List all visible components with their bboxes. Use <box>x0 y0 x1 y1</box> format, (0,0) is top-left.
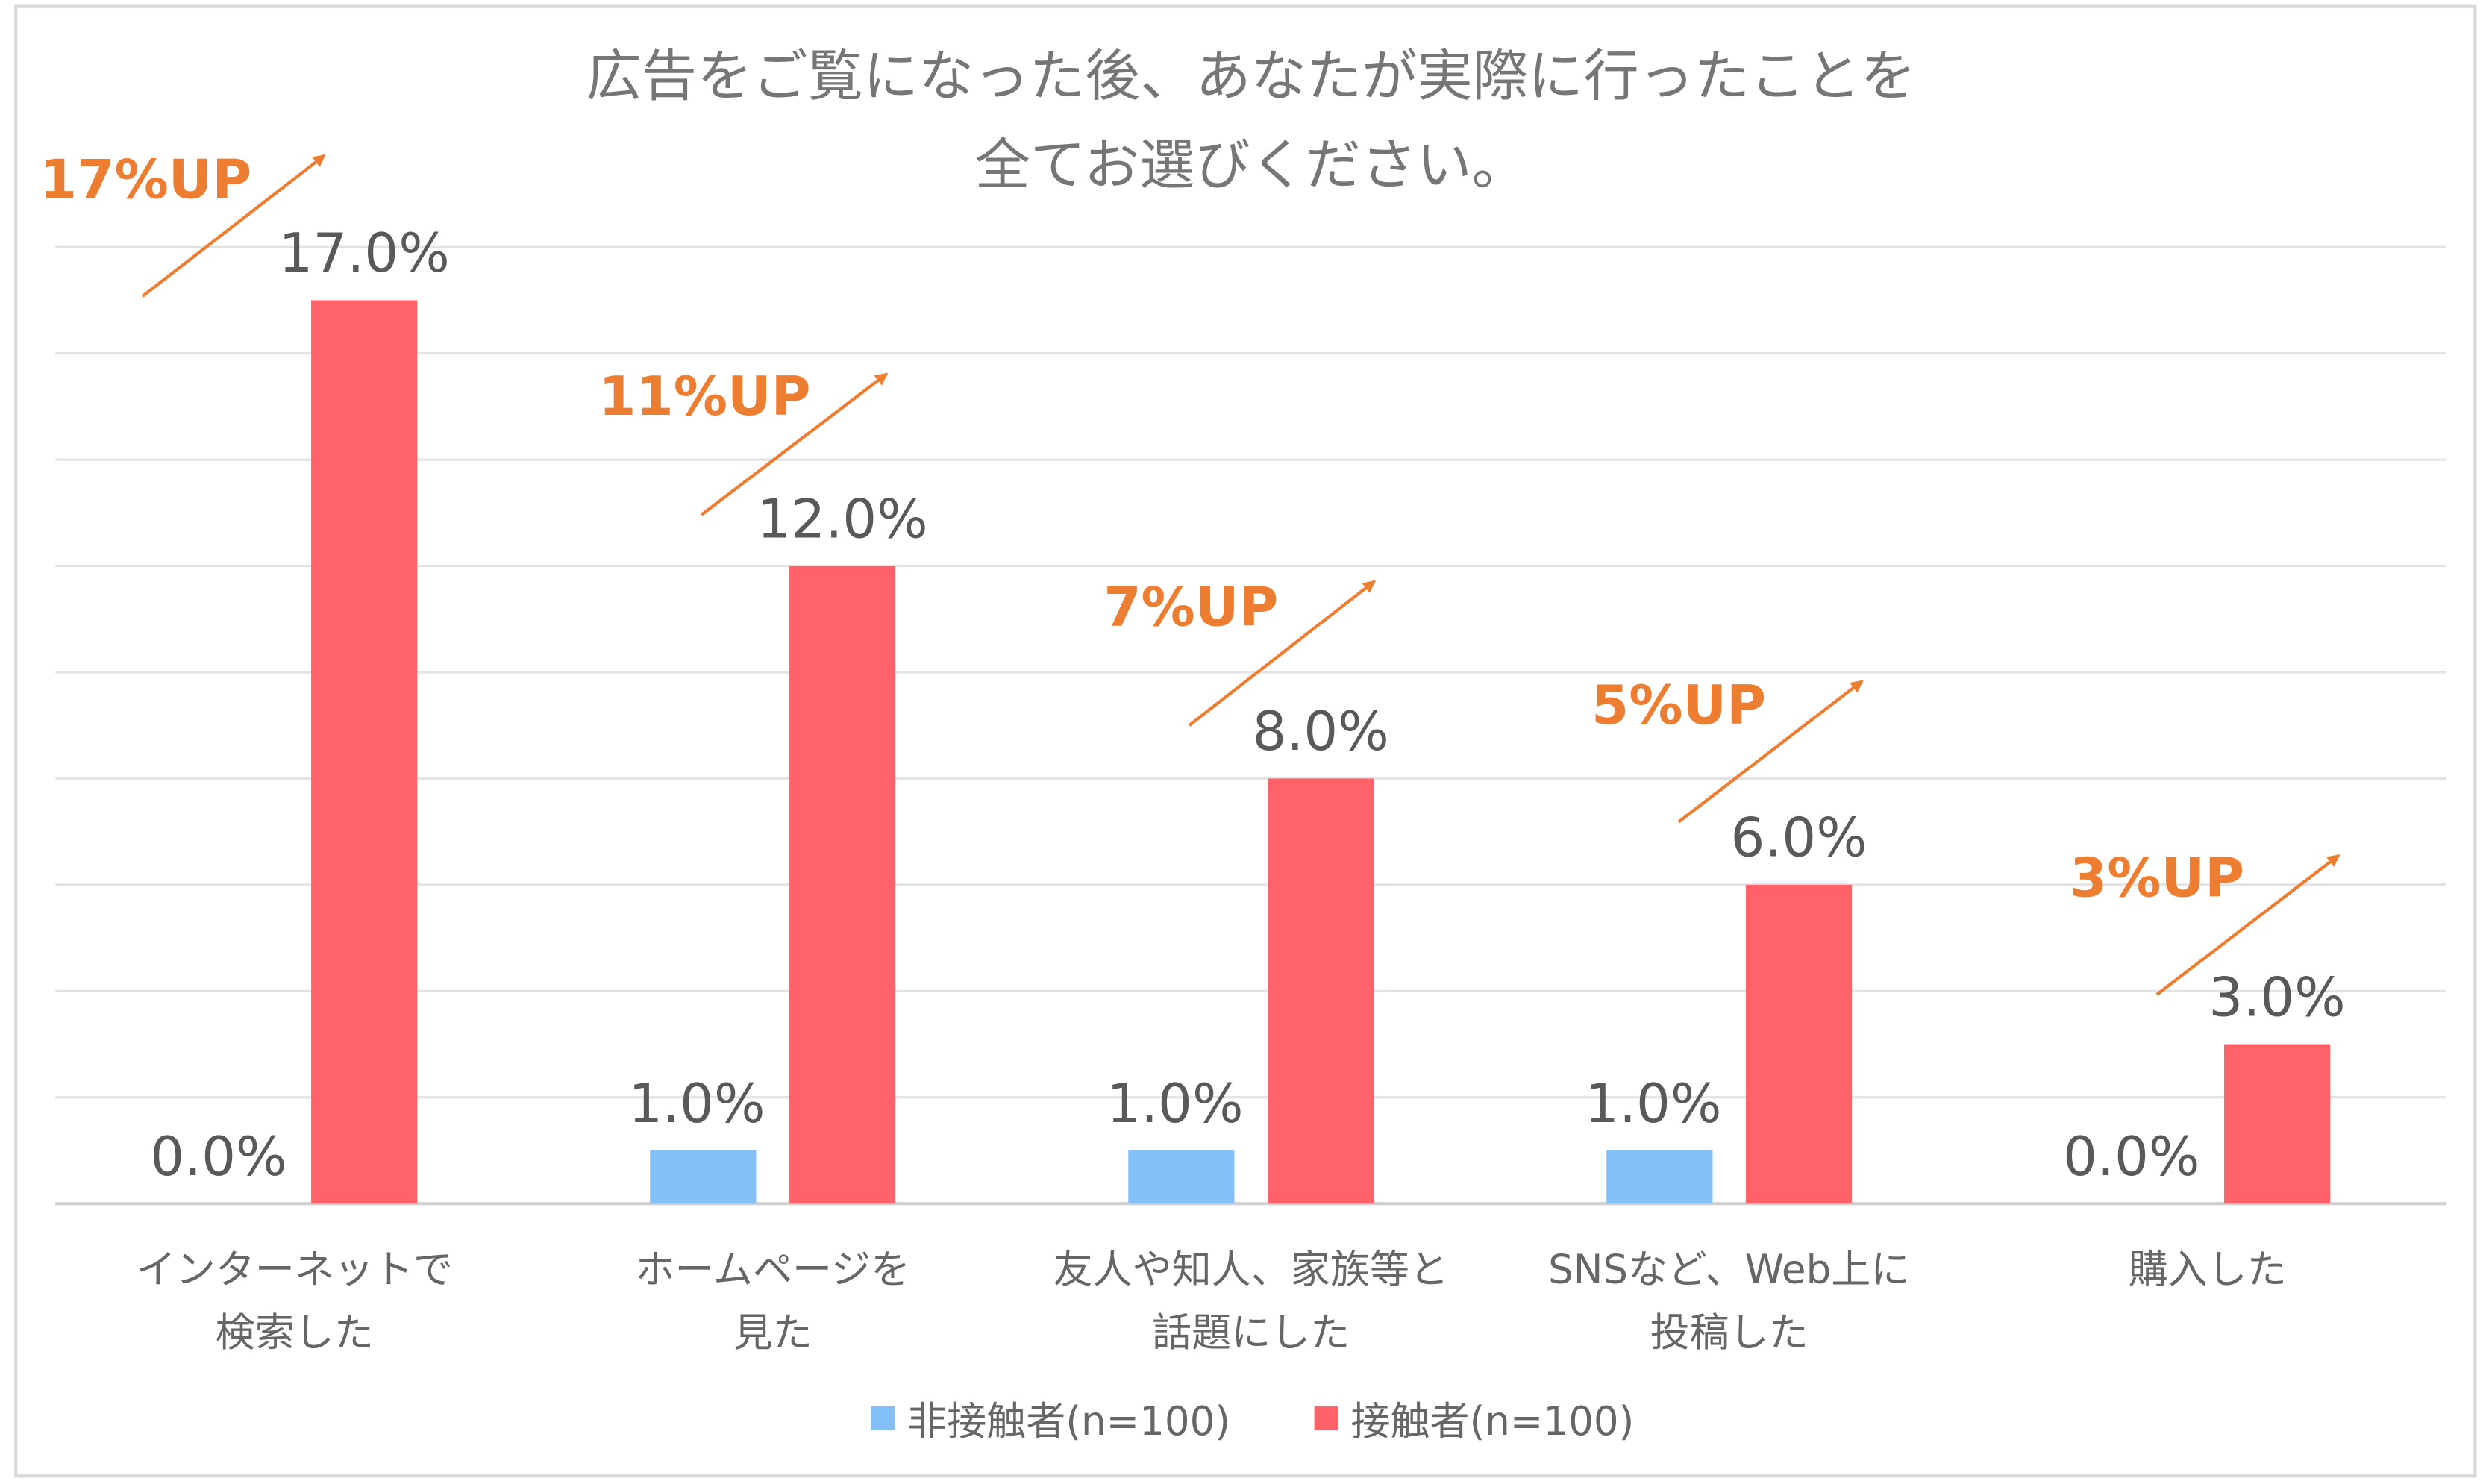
up-arrow-icon <box>141 154 326 298</box>
legend-label-contact: 接触者(n=100) <box>1350 1398 1634 1444</box>
data-label: 3.0% <box>2208 966 2345 1029</box>
increase-annotation: 7%UP <box>1103 577 1278 639</box>
legend-swatch-non-contact <box>871 1406 895 1430</box>
data-label: 1.0% <box>1106 1073 1243 1136</box>
chart-border <box>14 4 2477 1478</box>
increase-annotation: 11%UP <box>598 366 810 428</box>
bars: 0.0% 17.0% 1.0% 12.0% 1.0% 8.0% 1.0% 6.0% 0.0% 3.… <box>150 222 2346 1204</box>
data-label: 0.0% <box>150 1126 286 1189</box>
bar-contact <box>2223 1044 2331 1204</box>
annotations: 17%UP 11%UP 7%UP 5%UP 3%UP <box>40 148 2340 996</box>
data-label: 12.0% <box>757 488 928 551</box>
bar-non-contact <box>650 1150 757 1204</box>
bar-contact <box>789 566 896 1204</box>
up-arrow-icon <box>1188 580 1376 727</box>
x-tick-label: 友人や知人、家族等と <box>1053 1246 1448 1292</box>
bar-contact <box>1746 884 1853 1204</box>
x-tick-label: 検索した <box>216 1309 374 1356</box>
legend-label-non-contact: 非接触者(n=100) <box>907 1398 1230 1444</box>
bar-contact <box>311 300 418 1204</box>
bar-non-contact <box>1128 1150 1235 1204</box>
x-tick-label: インターネットで <box>137 1246 453 1292</box>
data-label: 1.0% <box>1585 1073 1721 1136</box>
data-label: 6.0% <box>1730 807 1867 870</box>
up-arrow-icon <box>2155 854 2340 996</box>
legend-swatch-contact <box>1314 1406 1338 1430</box>
x-tick-label: ホームページを <box>635 1246 910 1292</box>
bar-contact <box>1268 778 1374 1204</box>
data-label: 1.0% <box>628 1073 765 1136</box>
x-tick-label: SNSなど、Web上に <box>1548 1246 1910 1292</box>
data-label: 8.0% <box>1252 701 1388 763</box>
increase-annotation: 3%UP <box>2070 847 2244 910</box>
up-arrow-icon <box>700 372 889 516</box>
chart-title-line-2: 全てお選びください。 <box>975 132 1527 197</box>
gridlines <box>55 245 2447 1206</box>
x-tick-label: 購入した <box>2129 1246 2287 1292</box>
x-tick-label: 見た <box>733 1309 812 1356</box>
x-tick-label: 話題にした <box>1152 1309 1350 1356</box>
data-label: 17.0% <box>279 222 450 285</box>
increase-annotation: 5%UP <box>1591 674 1766 737</box>
data-label: 0.0% <box>2063 1126 2199 1189</box>
legend: 非接触者(n=100) 接触者(n=100) <box>871 1398 1634 1444</box>
x-tick-label: 投稿した <box>1650 1309 1809 1356</box>
chart-title-line-1: 広告をご覧になった後、あなたが実際に行ったことを <box>586 43 1916 108</box>
increase-annotation: 17%UP <box>40 148 251 211</box>
bar-non-contact <box>1606 1150 1713 1204</box>
up-arrow-icon <box>1677 680 1864 824</box>
